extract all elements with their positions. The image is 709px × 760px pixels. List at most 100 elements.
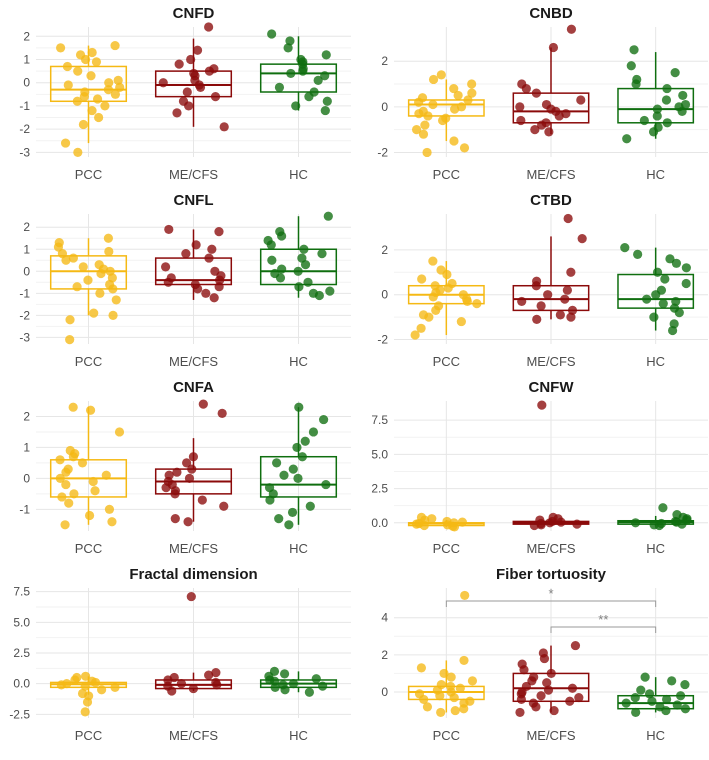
data-point: [68, 452, 79, 462]
data-point: [288, 464, 298, 474]
y-tick-label: -2: [19, 122, 30, 136]
data-point: [562, 285, 572, 295]
y-tick-label: 7.5: [371, 413, 388, 427]
data-point: [542, 678, 552, 688]
data-point: [274, 82, 285, 92]
data-point: [320, 105, 330, 116]
data-point: [517, 296, 527, 307]
data-point: [108, 310, 118, 320]
x-tick-label: HC: [646, 728, 665, 743]
data-point: [209, 293, 219, 303]
data-point: [537, 120, 547, 130]
data-point: [266, 240, 276, 250]
data-point: [648, 127, 659, 137]
data-point: [667, 676, 677, 686]
data-point: [172, 108, 182, 118]
data-point: [158, 78, 168, 88]
y-tick-label: 2: [23, 220, 30, 234]
data-point: [204, 22, 214, 32]
data-point: [188, 452, 199, 462]
data-point: [111, 295, 121, 305]
data-point: [654, 520, 664, 531]
data-point: [414, 97, 424, 107]
data-point: [80, 707, 90, 717]
data-point: [86, 71, 96, 81]
data-point: [62, 61, 73, 72]
data-point: [636, 685, 646, 695]
data-point: [274, 514, 284, 524]
data-point: [63, 80, 73, 90]
y-tick-label: 0: [381, 100, 388, 114]
data-point: [80, 671, 91, 681]
data-point: [424, 312, 434, 322]
data-point: [184, 101, 194, 111]
data-point: [565, 696, 575, 706]
data-point: [283, 43, 293, 53]
data-point: [677, 519, 687, 529]
data-point: [472, 299, 482, 309]
data-point: [621, 698, 631, 708]
data-point: [545, 518, 555, 528]
data-point: [428, 292, 438, 302]
data-point: [217, 408, 227, 418]
data-point: [55, 455, 65, 465]
data-point: [675, 691, 686, 701]
data-point: [630, 692, 640, 703]
data-point: [416, 663, 427, 673]
data-point: [419, 520, 429, 531]
data-point: [449, 522, 460, 532]
data-point: [197, 495, 207, 505]
y-tick-label: -2: [377, 333, 388, 347]
data-point: [321, 50, 331, 60]
data-point: [90, 486, 100, 496]
data-point: [548, 42, 559, 53]
x-tick-label: ME/CFS: [169, 167, 218, 182]
data-point: [428, 74, 439, 85]
data-point: [314, 290, 324, 301]
data-point: [574, 692, 584, 703]
panel-ctbd: CTBD -2 0 2 PCC ME/CFS HC: [377, 192, 708, 369]
data-point: [515, 707, 525, 718]
data-point: [94, 112, 104, 123]
data-point: [204, 670, 214, 680]
data-point: [170, 489, 180, 499]
data-point: [416, 323, 426, 333]
data-point: [672, 700, 682, 710]
y-tick-label: -3: [19, 330, 30, 344]
data-point: [555, 310, 565, 320]
data-point: [439, 668, 449, 679]
y-tick-label: 1: [23, 440, 30, 454]
panel-title: CNBD: [529, 5, 572, 22]
data-point: [462, 296, 472, 307]
data-point: [671, 258, 682, 268]
data-point: [182, 87, 192, 97]
data-point: [516, 694, 526, 705]
data-point: [680, 679, 690, 690]
data-point: [204, 66, 215, 76]
data-point: [670, 68, 680, 78]
data-point: [219, 501, 229, 511]
data-point: [662, 694, 672, 705]
data-point: [629, 45, 639, 55]
data-point: [311, 674, 321, 684]
data-point: [53, 242, 64, 252]
y-tick-label: 0: [23, 76, 30, 90]
data-point: [631, 79, 641, 89]
data-point: [321, 479, 331, 490]
data-point: [681, 278, 691, 289]
data-point: [176, 679, 187, 689]
data-point: [61, 255, 71, 265]
data-point: [201, 288, 211, 298]
data-point: [308, 427, 319, 437]
data-point: [297, 452, 307, 462]
data-point: [184, 473, 195, 483]
data-point: [270, 682, 280, 692]
data-point: [204, 253, 214, 263]
data-point: [428, 99, 438, 110]
data-point: [104, 246, 114, 257]
data-point: [449, 692, 459, 703]
y-tick-label: -3: [19, 145, 30, 159]
data-point: [640, 672, 650, 682]
data-point: [103, 233, 113, 243]
